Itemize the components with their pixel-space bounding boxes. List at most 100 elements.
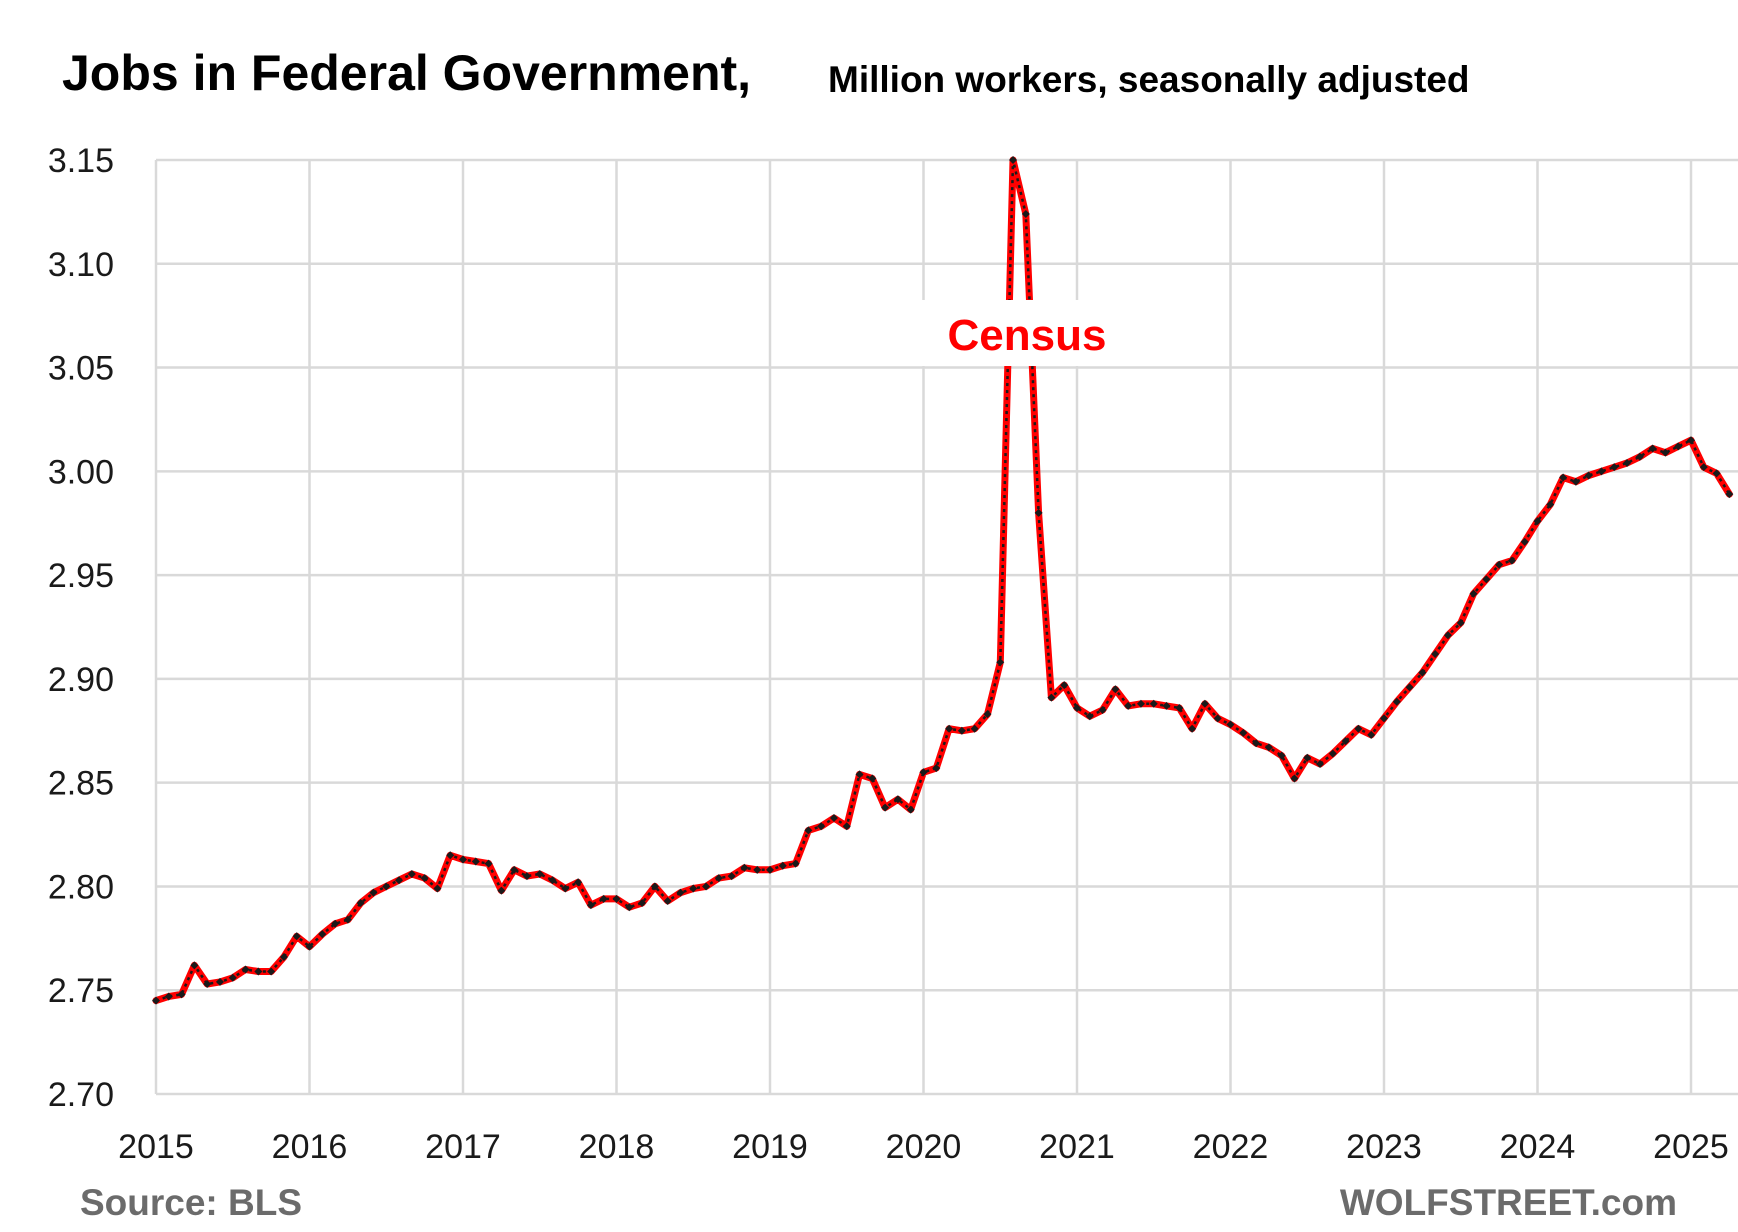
data-point xyxy=(829,813,838,822)
data-point xyxy=(318,930,327,939)
data-point xyxy=(1380,714,1388,723)
data-point xyxy=(356,899,365,908)
y-tick-label: 3.05 xyxy=(48,350,114,388)
data-point xyxy=(1687,436,1695,445)
data-point xyxy=(906,805,915,814)
data-point xyxy=(1277,751,1286,760)
data-point xyxy=(1316,759,1325,768)
y-axis: 2.70 2.75 2.80 2.85 2.90 2.95 3.00 3.05 3.10 3.15 xyxy=(48,142,114,1114)
y-tick-label: 2.90 xyxy=(48,661,114,699)
data-point xyxy=(190,961,199,970)
data-point xyxy=(305,942,314,951)
data-point xyxy=(842,822,851,831)
data-point xyxy=(1073,703,1081,712)
data-point xyxy=(497,886,506,895)
data-point xyxy=(1712,469,1721,478)
data-point xyxy=(1482,575,1491,584)
data-point xyxy=(446,851,455,860)
data-point xyxy=(1047,693,1056,702)
data-point xyxy=(996,658,1005,667)
data-point xyxy=(1431,649,1440,658)
data-point xyxy=(574,878,583,887)
data-point xyxy=(459,855,467,864)
data-point xyxy=(1136,699,1145,708)
data-point xyxy=(1354,724,1363,733)
y-tick-label: 2.95 xyxy=(48,557,114,595)
data-point xyxy=(714,874,723,883)
data-point xyxy=(254,967,263,976)
data-point xyxy=(420,874,429,883)
data-point xyxy=(433,884,442,893)
data-point xyxy=(267,967,276,976)
data-point xyxy=(638,899,647,908)
data-point xyxy=(1597,467,1606,476)
data-point xyxy=(804,826,813,835)
data-point xyxy=(203,979,212,988)
data-point xyxy=(1661,448,1670,457)
data-point xyxy=(1111,685,1120,694)
data-point xyxy=(1674,442,1683,451)
data-point xyxy=(1098,706,1107,715)
data-point xyxy=(689,884,698,893)
data-point xyxy=(1533,517,1542,526)
data-point xyxy=(1610,463,1619,472)
data-point xyxy=(1699,463,1708,472)
data-point xyxy=(395,876,404,885)
data-point xyxy=(484,859,493,868)
data-point xyxy=(1648,444,1657,453)
x-tick-label: 2019 xyxy=(732,1128,808,1166)
data-point xyxy=(1085,712,1094,721)
data-point xyxy=(215,977,224,986)
x-tick-label: 2025 xyxy=(1653,1128,1729,1166)
data-point xyxy=(1200,699,1209,708)
data-point xyxy=(1584,471,1593,480)
data-point xyxy=(599,894,608,903)
data-point xyxy=(1290,774,1299,783)
data-point xyxy=(471,857,480,866)
data-point xyxy=(1124,701,1133,710)
data-point xyxy=(932,764,941,773)
data-point xyxy=(612,894,621,903)
census-annotation: Census xyxy=(948,311,1107,360)
data-point xyxy=(382,882,391,891)
data-point xyxy=(983,710,992,719)
data-point xyxy=(868,774,877,783)
data-point xyxy=(1443,631,1452,640)
x-tick-label: 2018 xyxy=(579,1128,655,1166)
y-tick-label: 2.80 xyxy=(48,868,114,906)
y-tick-label: 3.10 xyxy=(48,246,114,284)
data-point xyxy=(1341,737,1350,746)
x-tick-label: 2023 xyxy=(1346,1128,1422,1166)
data-point xyxy=(676,888,685,897)
data-point xyxy=(1507,556,1516,565)
data-point xyxy=(881,803,890,812)
data-point xyxy=(1623,459,1632,468)
gridlines xyxy=(154,158,1738,1096)
data-point xyxy=(1456,618,1465,627)
data-point xyxy=(1546,500,1555,509)
data-point xyxy=(791,859,800,868)
x-tick-label: 2017 xyxy=(425,1128,501,1166)
data-point xyxy=(510,865,519,874)
data-point xyxy=(331,919,340,928)
data-point xyxy=(663,896,672,905)
data-point xyxy=(279,953,288,962)
data-point xyxy=(1392,697,1401,706)
data-point xyxy=(970,724,979,733)
watermark: WOLFSTREET.com xyxy=(1340,1182,1677,1223)
x-tick-label: 2016 xyxy=(272,1128,348,1166)
data-point xyxy=(1559,473,1568,482)
data-point xyxy=(1252,739,1261,748)
data-point xyxy=(1469,589,1478,598)
y-tick-label: 2.75 xyxy=(48,972,114,1010)
x-axis: 2015 2016 2017 2018 2019 2020 2021 2022 2023 2024… xyxy=(118,1128,1729,1166)
x-tick-label: 2020 xyxy=(886,1128,962,1166)
data-point xyxy=(1725,490,1734,499)
data-point xyxy=(1405,683,1414,692)
data-point xyxy=(1635,452,1644,461)
data-point xyxy=(1418,668,1427,677)
data-point xyxy=(1264,743,1273,752)
data-point xyxy=(407,869,416,878)
data-point xyxy=(1188,724,1197,733)
